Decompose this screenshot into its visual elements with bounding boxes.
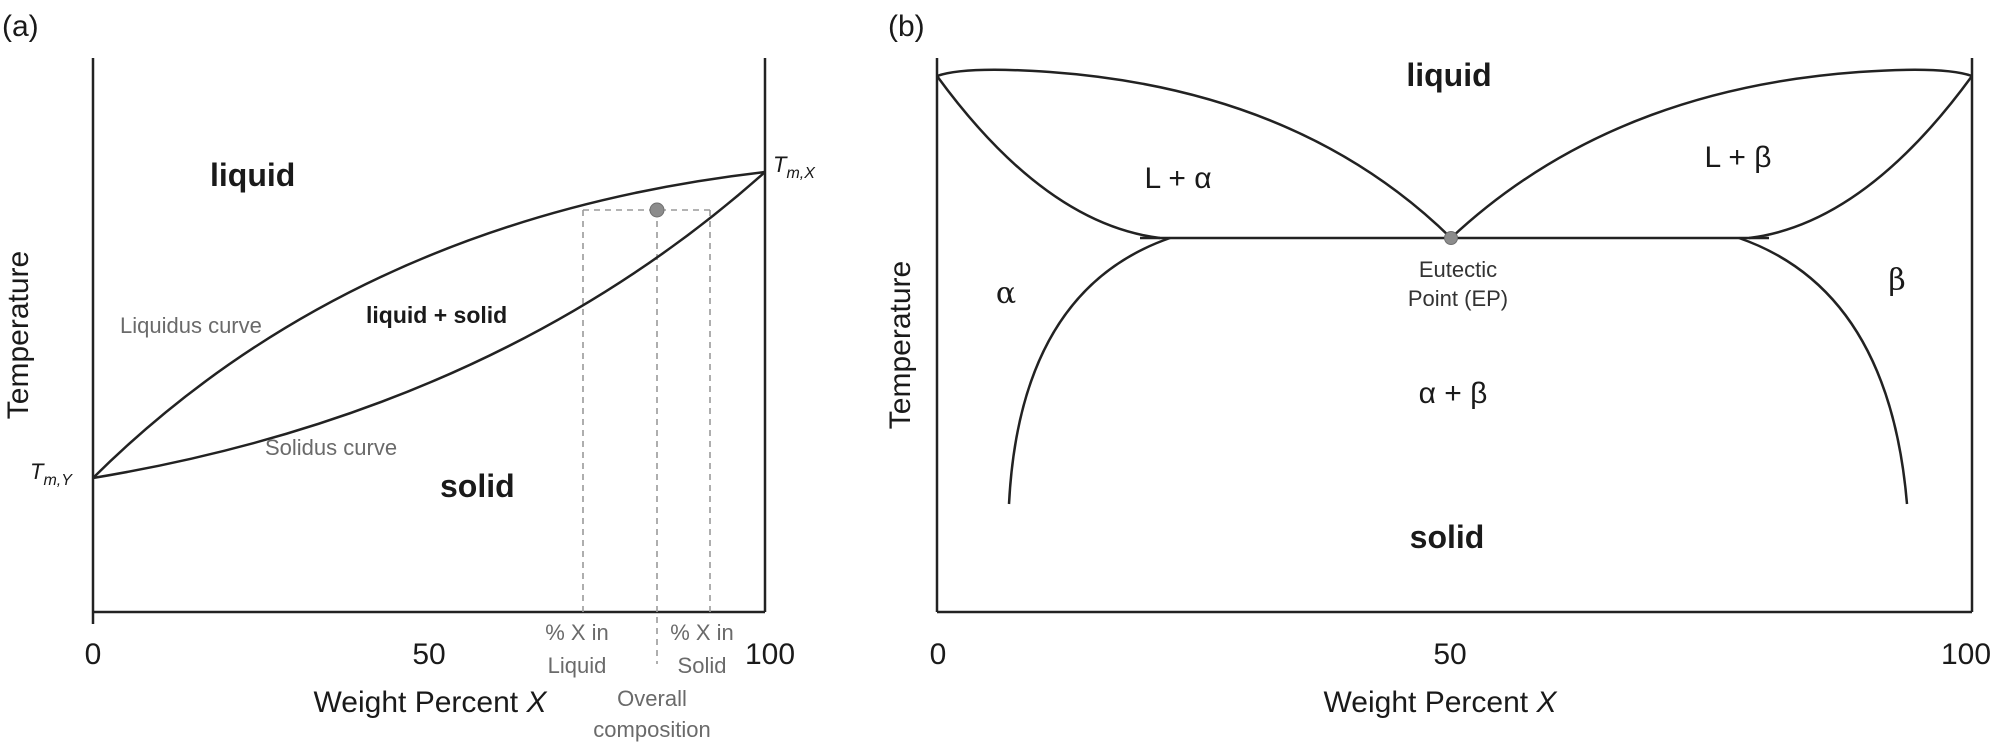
- panel-a-tmx-label: Tm,X: [773, 152, 816, 182]
- panel-a-x-tick-50: 50: [412, 638, 445, 671]
- panel-a-overall-composition-label-1: Overall: [617, 686, 687, 711]
- panel-b-solidus-left: [935, 75, 1161, 240]
- panel-b-solidus-right: [1748, 75, 1974, 240]
- panel-a-liquidus-label: Liquidus curve: [120, 313, 262, 338]
- panel-b-solid-region-label: solid: [1410, 519, 1485, 555]
- panel-b: (b) liquid L + α L + β α β α + β solid E…: [884, 10, 1991, 719]
- panel-a-solidus-curve: [92, 171, 766, 480]
- panel-b-l-alpha-region-label: L + α: [1144, 162, 1211, 195]
- panel-b-eutectic-label-2: Point (EP): [1408, 286, 1508, 311]
- panel-a-composition-point: [649, 202, 665, 218]
- panel-b-alpha-beta-region-label: α + β: [1419, 377, 1488, 410]
- panel-a-solid-composition-label-2: Solid: [678, 653, 727, 678]
- panel-b-eutectic-point: [1444, 231, 1458, 245]
- panel-a-x-tick-0: 0: [85, 638, 102, 671]
- panel-a-liquid-composition-label-2: Liquid: [548, 653, 607, 678]
- panel-a-overall-composition-label-2: composition: [593, 717, 710, 742]
- panel-a: (a) liquid liquid + solid solid Liquidus…: [2, 10, 816, 742]
- panel-b-x-tick-0: 0: [930, 638, 947, 671]
- panel-b-x-tick-100: 100: [1941, 638, 1991, 671]
- panel-b-y-axis-title: Temperature: [884, 261, 917, 429]
- panel-a-x-tick-100: 100: [745, 638, 795, 671]
- panel-b-alpha-region-label: α: [996, 276, 1016, 311]
- panel-b-x-tick-50: 50: [1433, 638, 1466, 671]
- panel-a-y-axis-title: Temperature: [2, 251, 35, 419]
- panel-a-x-axis-title: Weight Percent X: [314, 686, 548, 719]
- panel-b-solvus-left: [1007, 236, 1171, 505]
- panel-b-liquidus-left: [936, 68, 1452, 239]
- panel-b-liquidus-right: [1450, 68, 1973, 239]
- panel-a-label: (a): [2, 10, 39, 43]
- panel-b-l-beta-region-label: L + β: [1704, 141, 1771, 174]
- panel-b-x-axis-title: Weight Percent X: [1324, 686, 1558, 719]
- panel-a-liquid-region-label: liquid: [210, 157, 295, 193]
- panel-b-eutectic-label-1: Eutectic: [1419, 257, 1497, 282]
- panel-a-solid-composition-label-1: % X in: [670, 620, 734, 645]
- panel-a-solid-region-label: solid: [440, 468, 515, 504]
- panel-a-solidus-label: Solidus curve: [265, 435, 397, 460]
- panel-b-beta-region-label: β: [1888, 263, 1905, 298]
- panel-a-two-phase-region-label: liquid + solid: [366, 302, 507, 328]
- panel-b-liquid-region-label: liquid: [1406, 57, 1491, 93]
- panel-a-liquid-composition-label-1: % X in: [545, 620, 609, 645]
- panel-a-tmy-label: Tm,Y: [30, 459, 73, 489]
- panel-b-solvus-right: [1738, 236, 1909, 505]
- panel-a-liquidus-curve: [92, 170, 766, 479]
- panel-b-label: (b): [888, 10, 925, 43]
